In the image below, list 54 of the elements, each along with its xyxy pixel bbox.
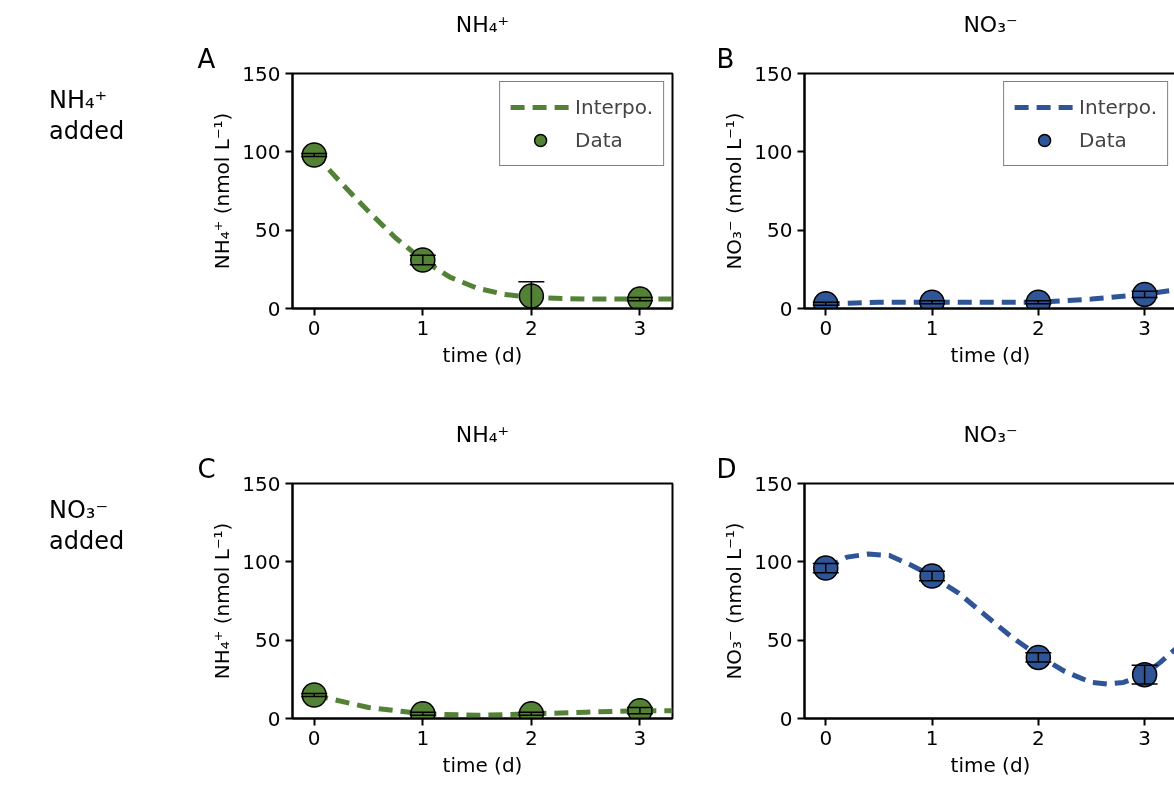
x-tick-label: 0 xyxy=(819,315,833,340)
text: A xyxy=(197,43,216,74)
y-axis-title: NO₃⁻ (nmol L⁻¹) xyxy=(722,522,747,680)
x-tick-label: 2 xyxy=(524,315,538,340)
y-axis-title: NH₄⁺ (nmol L⁻¹) xyxy=(210,112,235,270)
x-tick-label: 0 xyxy=(307,315,321,340)
chart-title: NO₃⁻ xyxy=(963,421,1018,447)
y-tick-label: 100 xyxy=(754,549,793,574)
x-tick-label: 0 xyxy=(307,725,321,750)
y-tick-label: 50 xyxy=(255,218,281,243)
y-tick-label: 0 xyxy=(267,296,281,321)
y-tick-label: 0 xyxy=(779,706,793,731)
legend-label: Data xyxy=(1079,128,1127,152)
y-tick-label: 50 xyxy=(767,218,793,243)
x-tick-label: 1 xyxy=(925,725,939,750)
y-tick-label: 150 xyxy=(242,61,281,86)
y-tick-label: 150 xyxy=(754,61,793,86)
x-tick-label: 2 xyxy=(1031,725,1045,750)
x-tick-label: 0 xyxy=(819,725,833,750)
y-tick-label: 0 xyxy=(779,296,793,321)
x-axis-title: time (d) xyxy=(950,752,1031,777)
x-tick-label: 1 xyxy=(925,315,939,340)
x-axis-title: time (d) xyxy=(950,342,1031,367)
y-tick-label: 100 xyxy=(754,139,793,164)
y-axis-title: NO₃⁻ (nmol L⁻¹) xyxy=(722,112,747,270)
chart-title: NO₃⁻ xyxy=(963,11,1018,37)
text: NH₄⁺ added xyxy=(49,85,125,148)
x-axis-title: time (d) xyxy=(442,752,523,777)
chart-title: NH₄⁺ xyxy=(455,421,510,447)
x-tick-label: 3 xyxy=(1138,725,1151,750)
legend-label: Interpo. xyxy=(575,95,653,119)
y-tick-label: 50 xyxy=(255,628,281,653)
y-tick-label: 50 xyxy=(767,628,793,653)
x-tick-label: 2 xyxy=(524,725,538,750)
legend-label: Interpo. xyxy=(1079,95,1157,119)
y-tick-label: 100 xyxy=(242,549,281,574)
text: D xyxy=(716,453,737,484)
x-axis-title: time (d) xyxy=(442,342,523,367)
y-tick-label: 150 xyxy=(754,471,793,496)
text: NO₃⁻ added xyxy=(49,495,125,558)
legend-label: Data xyxy=(575,128,623,152)
y-axis-title: NH₄⁺ (nmol L⁻¹) xyxy=(210,522,235,680)
x-tick-label: 1 xyxy=(416,725,430,750)
y-tick-label: 100 xyxy=(242,139,281,164)
x-tick-label: 2 xyxy=(1031,315,1045,340)
y-tick-label: 150 xyxy=(242,471,281,496)
x-tick-label: 3 xyxy=(633,725,647,750)
x-tick-label: 3 xyxy=(633,315,647,340)
x-tick-label: 1 xyxy=(416,315,430,340)
text: C xyxy=(197,453,216,484)
y-tick-label: 0 xyxy=(267,706,281,731)
chart-title: NH₄⁺ xyxy=(455,11,510,37)
x-tick-label: 3 xyxy=(1138,315,1151,340)
text: B xyxy=(716,43,735,74)
